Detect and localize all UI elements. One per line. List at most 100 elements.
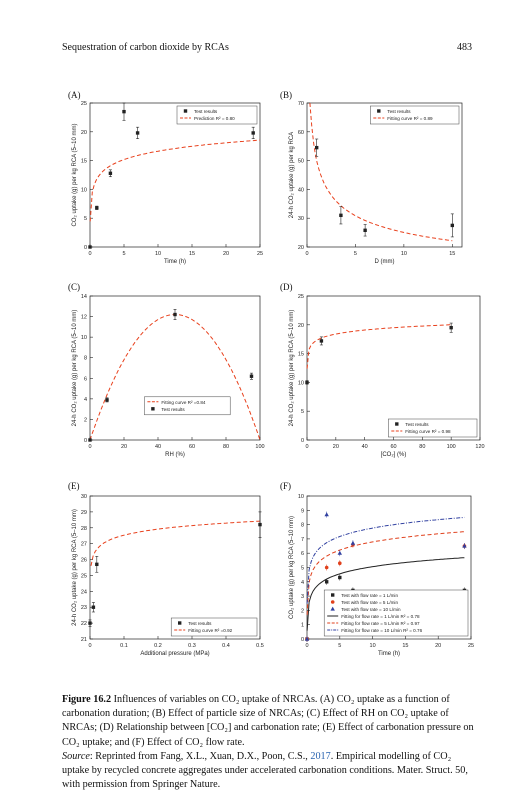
legend-label: Test results	[188, 621, 212, 626]
y-tick-label: 6	[301, 551, 304, 557]
x-tick-label: 100	[447, 444, 456, 450]
legend-label: Test results	[161, 407, 185, 412]
legend-box	[144, 396, 231, 416]
figure-caption: Figure 16.2 Influences of variables on C…	[62, 693, 480, 792]
data-point	[324, 565, 329, 570]
x-tick-label: 5	[338, 643, 341, 649]
data-point	[88, 438, 92, 442]
y-tick-label: 21	[81, 637, 87, 643]
x-tick-label: 0.2	[154, 643, 162, 649]
data-point	[95, 562, 99, 567]
plot-frame	[89, 102, 261, 248]
y-tick-label: 25	[81, 101, 87, 107]
x-tick-label: 20	[333, 444, 339, 450]
fit-curve-10	[306, 516, 465, 604]
y-tick-label: 25	[298, 294, 304, 300]
panel-label-e: (E)	[68, 481, 80, 491]
x-tick-label: 0.4	[222, 643, 230, 649]
panel-label-a: (A)	[68, 90, 81, 100]
data-point	[337, 550, 342, 555]
x-tick-label: 20	[435, 643, 441, 649]
legend-label: Test results	[405, 422, 429, 427]
x-axis-label: Time (h)	[378, 651, 400, 657]
fit-curve	[90, 520, 261, 566]
data-point	[122, 109, 126, 114]
data-point	[135, 131, 140, 135]
data-point	[339, 213, 343, 218]
y-tick-label: 12	[81, 315, 87, 321]
legend-label: Fitting for flow rate = 5 L/min R² = 0.9…	[341, 621, 420, 626]
legend-marker	[178, 621, 182, 625]
y-tick-label: 7	[301, 537, 304, 543]
legend-box	[323, 589, 469, 637]
x-tick-label: 60	[390, 444, 396, 450]
source-label: Source	[62, 750, 90, 762]
legend-marker	[377, 109, 381, 113]
data-point	[251, 131, 255, 135]
y-tick-label: 5	[84, 216, 87, 222]
data-point	[88, 621, 92, 625]
plot-frame	[306, 102, 463, 248]
y-tick-label: 27	[81, 542, 87, 548]
legend-label: Test with flow rate = 5 L/min	[341, 600, 398, 605]
data-point	[105, 398, 109, 402]
y-tick-label: 50	[298, 159, 304, 165]
x-tick-label: 0	[305, 643, 308, 649]
data-point	[305, 380, 309, 385]
chart-a: 0 5 10 15 20 25 0 5 10 15 20 25 Time (h) CO₂ uptake (…	[72, 101, 263, 265]
legend-label: Fitting for flow rate = 10 L/min R² = 0.…	[341, 628, 422, 633]
fit-curve-5	[306, 531, 465, 615]
running-header: Sequestration of carbon dioxide by RCAs …	[62, 42, 472, 58]
y-tick-label: 30	[81, 494, 87, 500]
data-point	[363, 228, 367, 232]
y-tick-label: 70	[298, 101, 304, 107]
legend-box	[170, 617, 258, 637]
data-point	[324, 580, 329, 584]
y-tick-label: 23	[81, 605, 87, 611]
legend-label: Fitting curve R² =0.84	[161, 400, 205, 405]
x-tick-label: 100	[255, 444, 264, 450]
x-tick-label: 80	[419, 444, 425, 450]
x-tick-label: 40	[155, 444, 161, 450]
data-point	[350, 540, 356, 545]
panel-label-c: (C)	[68, 282, 80, 292]
x-tick-label: 15	[189, 251, 195, 257]
legend-box	[370, 105, 460, 125]
y-tick-label: 6	[84, 376, 87, 382]
data-point	[338, 575, 342, 580]
x-tick-label: 5	[122, 251, 125, 257]
data-point	[258, 522, 262, 527]
data-point	[319, 339, 324, 343]
x-tick-label: 60	[189, 444, 195, 450]
x-axis-label: Additional pressure (MPa)	[140, 651, 209, 657]
y-tick-label: 0	[84, 245, 87, 251]
legend-label: Test results	[194, 109, 218, 114]
data-point	[173, 312, 177, 317]
x-tick-label: 15	[449, 251, 455, 257]
x-tick-label: 15	[402, 643, 408, 649]
panel-label-b: (B)	[280, 90, 292, 100]
data-point	[462, 543, 467, 548]
fit-curve	[306, 324, 452, 369]
y-tick-label: 0	[301, 438, 304, 444]
y-axis-label: 24-h CO₂ uptake (g) per kg RCA (5–10 mm)	[72, 310, 78, 427]
chart-b: 0 5 10 15 20 30 40 50 60 70 D (mm) 24-h CO₂ uptake …	[289, 101, 463, 265]
legend-marker	[395, 422, 399, 426]
y-axis-label: CO₂ uptake (g) per kg RCA (5–10 mm)	[289, 516, 295, 619]
y-tick-label: 26	[81, 558, 87, 564]
y-tick-label: 0	[84, 438, 87, 444]
y-tick-label: 30	[298, 216, 304, 222]
x-tick-label: 5	[354, 251, 357, 257]
source-year-link[interactable]: 2017	[310, 750, 331, 762]
y-tick-label: 8	[84, 356, 87, 362]
y-tick-label: 4	[84, 397, 87, 403]
data-point	[338, 561, 342, 566]
y-tick-label: 25	[81, 573, 87, 579]
x-tick-label: 10	[401, 251, 407, 257]
data-point	[450, 223, 455, 228]
legend-label: Fitting curve R² =0.92	[188, 628, 232, 633]
y-tick-label: 20	[298, 245, 304, 251]
y-tick-label: 15	[81, 159, 87, 165]
x-axis-label: D (mm)	[375, 259, 395, 265]
legend-label: Fitting curve R² = 0.89	[387, 116, 433, 121]
